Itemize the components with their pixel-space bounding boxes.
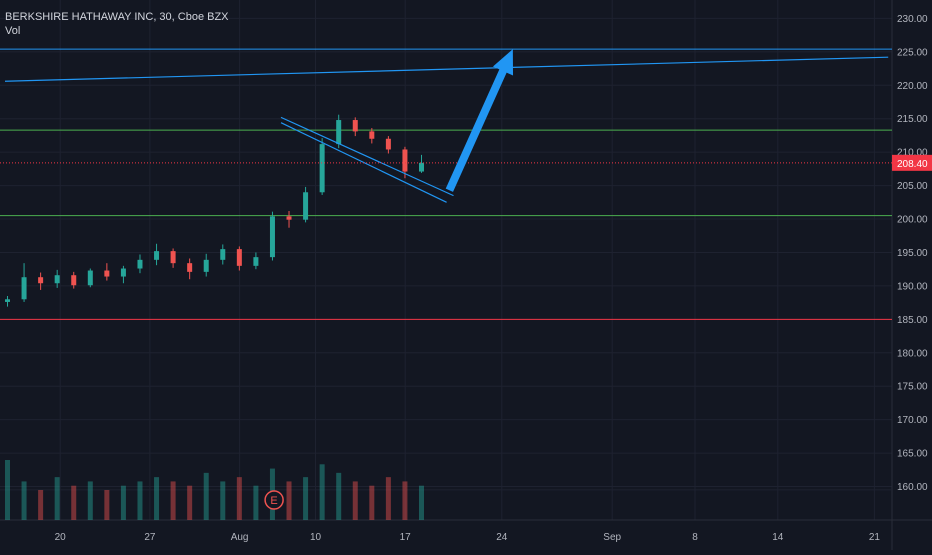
y-tick-label: 175.00 [897, 382, 928, 393]
y-tick-label: 200.00 [897, 215, 928, 226]
volume-bar [319, 464, 325, 520]
volume-bar [21, 481, 27, 520]
candle-body[interactable] [187, 263, 193, 272]
x-tick-label: Sep [603, 532, 621, 543]
candle-body[interactable] [286, 216, 292, 220]
x-tick-label: 27 [144, 532, 156, 543]
candle-body[interactable] [38, 277, 44, 284]
volume-bar [187, 485, 193, 520]
volume-bar [253, 485, 259, 520]
x-tick-label: 10 [310, 532, 322, 543]
candle-body[interactable] [21, 277, 27, 300]
x-tick-label: Aug [231, 532, 249, 543]
volume-bar [120, 485, 126, 520]
symbol-title[interactable]: BERKSHIRE HATHAWAY INC, 30, Cboe BZX [5, 11, 229, 23]
candle-body[interactable] [236, 249, 242, 266]
y-tick-label: 185.00 [897, 315, 928, 326]
y-tick-label: 160.00 [897, 482, 928, 493]
volume-bar [154, 477, 160, 520]
candle-body[interactable] [54, 275, 60, 284]
x-tick-label: 14 [772, 532, 784, 543]
volume-bar [286, 481, 292, 520]
candle-body[interactable] [5, 299, 10, 302]
y-tick-label: 215.00 [897, 114, 928, 125]
volume-bar [87, 481, 93, 520]
candle-body[interactable] [203, 259, 209, 272]
volume-bar [385, 477, 391, 520]
up-arrow-annotation[interactable] [445, 49, 514, 192]
candle-body[interactable] [253, 257, 259, 266]
x-tick-label: 24 [496, 532, 508, 543]
volume-bar [419, 485, 424, 520]
y-tick-label: 165.00 [897, 449, 928, 460]
candle-body[interactable] [336, 120, 342, 145]
volume-bar [38, 490, 44, 520]
candle-body[interactable] [402, 149, 408, 172]
y-tick-label: 170.00 [897, 415, 928, 426]
last-price-label: 208.40 [897, 159, 928, 170]
y-tick-label: 210.00 [897, 148, 928, 159]
candle-body[interactable] [87, 270, 93, 286]
last-price-tag [892, 154, 932, 171]
volume-bar [303, 477, 309, 520]
candle-body[interactable] [170, 251, 176, 264]
candle-body[interactable] [269, 216, 275, 258]
volume-bar [336, 472, 342, 520]
candle-body[interactable] [154, 251, 160, 260]
candle-body[interactable] [319, 144, 325, 193]
chart-legend: BERKSHIRE HATHAWAY INC, 30, Cboe BZX Vol [5, 10, 229, 38]
y-tick-label: 195.00 [897, 248, 928, 259]
volume-bar [220, 481, 226, 520]
volume-bar [137, 481, 143, 520]
x-tick-label: 17 [400, 532, 412, 543]
y-tick-label: 180.00 [897, 348, 928, 359]
x-tick-label: 8 [692, 532, 698, 543]
trend-line[interactable] [4, 56, 889, 82]
candle-body[interactable] [352, 120, 358, 132]
volume-bar [369, 485, 375, 520]
volume-bar [352, 481, 358, 520]
volume-bar [5, 460, 10, 520]
volume-bar [402, 481, 408, 520]
volume-bar [104, 490, 110, 520]
candle-body[interactable] [120, 268, 126, 277]
y-tick-label: 230.00 [897, 14, 928, 25]
candle-body[interactable] [385, 138, 391, 150]
earnings-marker-label: E [270, 495, 277, 507]
volume-bar [203, 472, 209, 520]
candle-body[interactable] [220, 249, 226, 260]
trend-line[interactable] [280, 116, 454, 197]
candle-body[interactable] [369, 131, 375, 139]
y-tick-label: 225.00 [897, 47, 928, 58]
earnings-marker[interactable] [264, 490, 284, 510]
volume-bar [71, 485, 77, 520]
candle-body[interactable] [137, 259, 143, 269]
x-tick-label: 21 [869, 532, 881, 543]
y-tick-label: 220.00 [897, 81, 928, 92]
volume-bar [170, 481, 176, 520]
volume-bar [54, 477, 60, 520]
x-tick-label: 20 [55, 532, 67, 543]
candle-body[interactable] [419, 162, 424, 172]
candle-body[interactable] [71, 275, 77, 286]
y-tick-label: 205.00 [897, 181, 928, 192]
candle-body[interactable] [303, 192, 309, 220]
volume-label: Vol [5, 25, 21, 37]
candle-body[interactable] [104, 270, 110, 277]
volume-bar [236, 477, 242, 520]
y-tick-label: 190.00 [897, 281, 928, 292]
